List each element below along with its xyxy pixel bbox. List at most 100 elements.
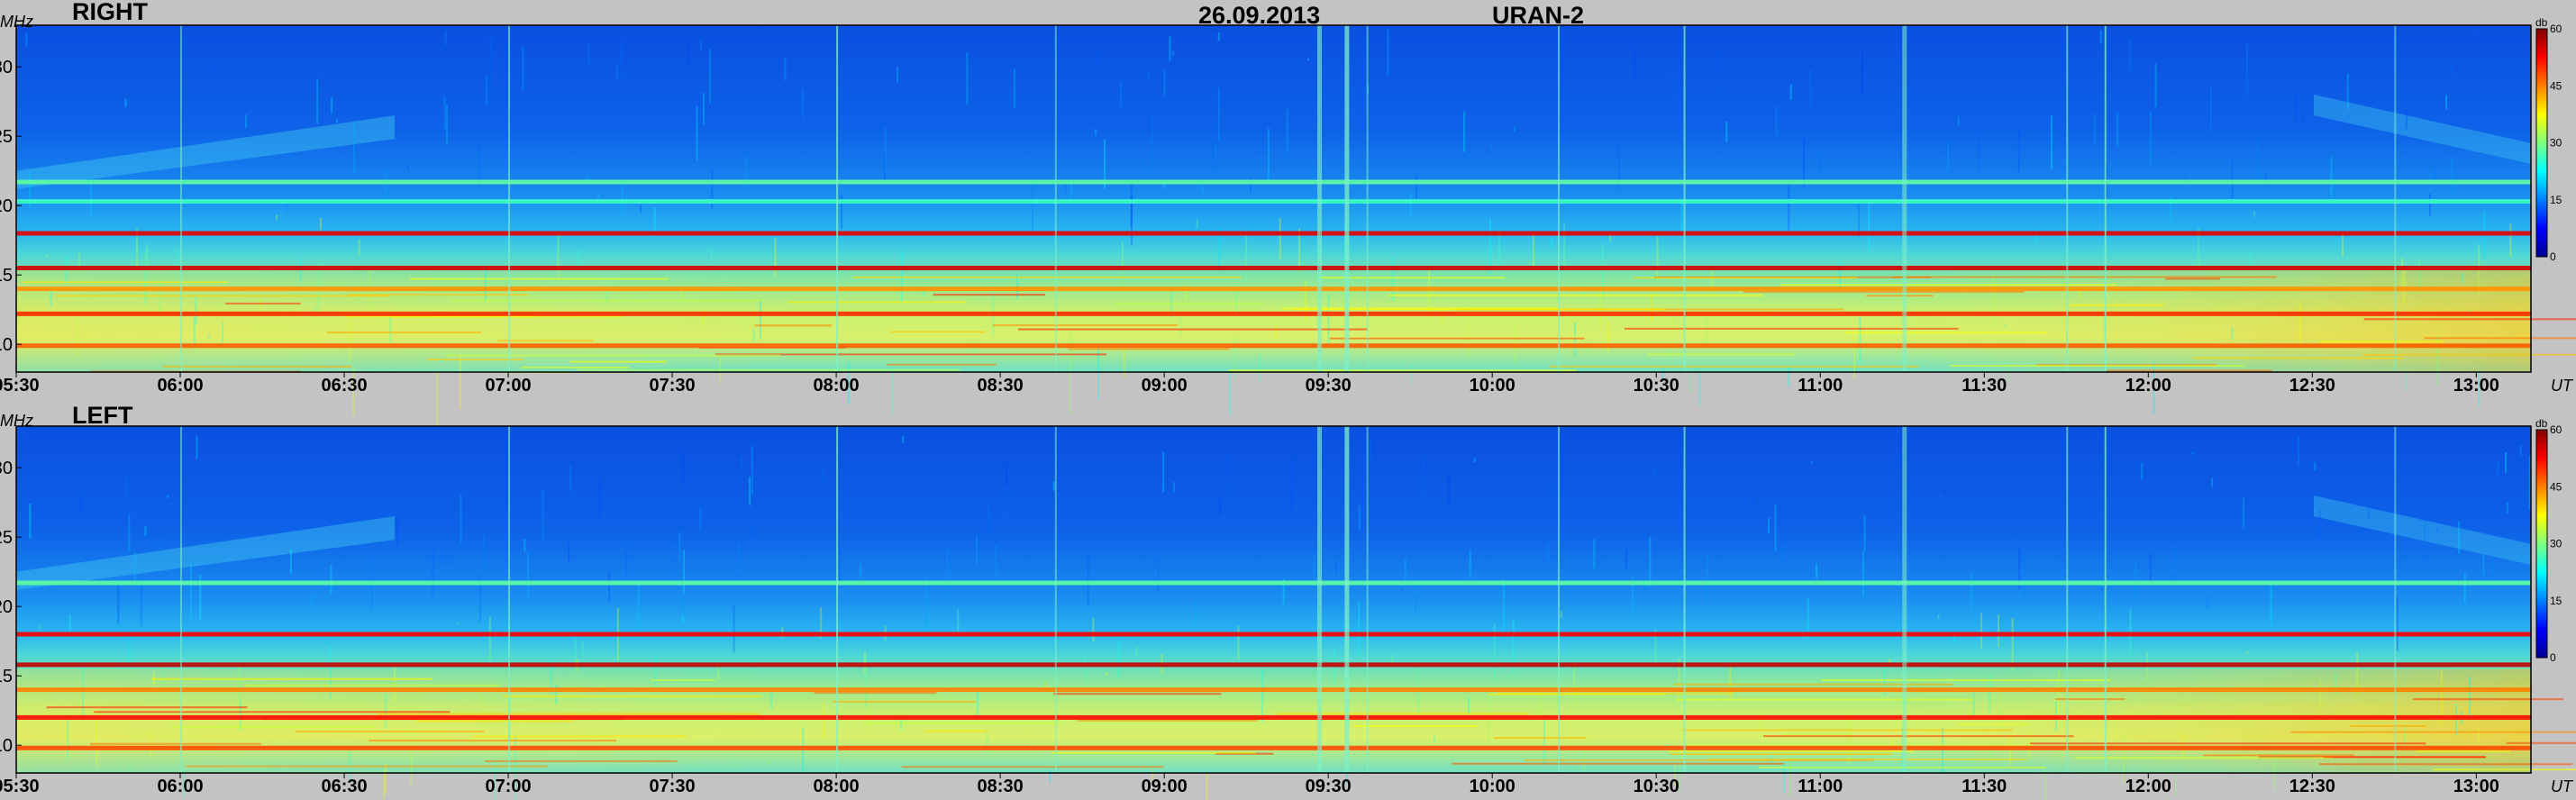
spectral-speckle [679,289,682,299]
spectral-speckle [740,456,742,467]
spectral-speckle [701,309,704,327]
spectral-speckle [1466,305,1469,358]
instrument-label: URAN-2 [1492,2,1584,29]
spectral-speckle [1313,552,1315,586]
spectral-speckle [653,207,656,237]
spectral-speckle [744,157,747,186]
spectral-speckle [135,229,138,267]
narrowband-trace [1743,291,2025,294]
spectral-speckle [839,547,842,586]
spectral-speckle [348,309,350,362]
spectral-speckle [523,539,526,552]
spectral-speckle [1752,495,1754,511]
spectral-speckle [2482,554,2485,577]
spectral-speckle [602,686,605,689]
colorbar-label: db [2535,16,2548,29]
x-tick-label: 10:00 [1470,777,1516,796]
spectral-speckle [1245,230,1248,283]
spectral-speckle [1937,614,1940,620]
panel-title: RIGHT [72,0,149,25]
spectral-speckle [1859,316,1861,363]
spectral-speckle [128,640,131,663]
spectral-speckle [68,614,71,631]
spectral-speckle [1147,72,1150,79]
spectral-speckle [1410,363,1413,386]
spectral-speckle [738,542,741,577]
colorbar-label: db [2535,417,2548,430]
narrowband-trace [378,713,760,715]
spectral-speckle [1547,541,1550,564]
spectral-speckle [1718,50,1721,93]
narrowband-trace [1758,766,2046,768]
spectral-speckle [1698,370,1701,407]
spectral-speckle [2451,62,2453,74]
time-interference-line [1366,25,1369,372]
frequency-band [16,311,2531,316]
spectral-speckle [1770,752,1773,765]
spectral-speckle [1819,150,1822,172]
x-tick-label: 12:00 [2125,777,2171,796]
x-tick-label: 10:00 [1470,376,1516,395]
spectral-speckle [285,199,287,214]
spectral-speckle [443,95,446,130]
spectral-speckle [1391,257,1394,302]
narrowband-trace [1329,337,1585,340]
spectral-speckle [2250,252,2253,268]
spectral-speckle [2450,158,2453,199]
x-tick-label: 11:30 [1962,376,2007,395]
narrowband-trace [1844,332,2048,334]
x-tick-label: 12:00 [2125,376,2171,395]
spectral-speckle [1327,294,1330,344]
spectral-speckle [353,121,356,176]
spectral-speckle [1217,32,1220,41]
spectral-speckle [759,300,761,340]
narrowband-trace [2192,357,2403,359]
x-axis-unit: UT [2551,777,2574,795]
spectral-speckle [182,768,185,797]
x-tick-label: 10:30 [1634,777,1679,796]
spectral-speckle [1335,561,1338,574]
spectral-speckle [1151,768,1154,786]
spectral-speckle [1117,640,1120,679]
colorbar-tick-label: 30 [2550,538,2562,550]
colorbar-tick-label: 60 [2550,423,2562,436]
spectral-speckle [1972,692,1975,716]
narrowband-trace [2319,763,2573,766]
spectral-speckle [2175,772,2178,798]
spectral-speckle [870,335,873,348]
colorbar [2535,429,2548,659]
frequency-band [16,286,2531,292]
narrowband-trace [1051,751,1256,754]
spectral-speckle [2116,113,2119,148]
x-tick-label: 07:30 [650,777,696,796]
spectral-speckle [2405,109,2408,129]
spectral-speckle [1563,222,1566,271]
narrowband-trace [1318,277,1506,279]
spectral-speckle [1415,175,1417,199]
narrowband-trace [2350,724,2426,727]
spectral-speckle [976,534,979,565]
narrowband-trace [186,765,548,768]
spectral-speckle [289,550,292,574]
spectral-speckle [436,370,439,427]
narrowband-trace [327,331,481,333]
spectral-speckle [2211,477,2214,487]
spectral-speckle [336,119,339,123]
spectral-speckle [2356,651,2359,696]
spectral-speckle [1888,659,1890,666]
spectral-speckle [1007,473,1010,501]
frequency-band [16,745,2531,750]
spectral-speckle [1788,186,1790,231]
spectral-speckle [574,639,577,672]
spectral-speckle [1706,553,1708,605]
narrowband-trace [2424,337,2576,340]
narrowband-trace [409,277,669,280]
spectral-speckle [1543,720,1545,765]
narrowband-trace [577,368,960,371]
spectral-speckle [1401,589,1404,592]
narrowband-trace [901,766,1164,768]
colorbar-tick-label: 15 [2550,595,2562,607]
spectral-speckle [801,88,804,119]
spectral-speckle [699,506,702,532]
narrowband-trace [651,679,715,682]
